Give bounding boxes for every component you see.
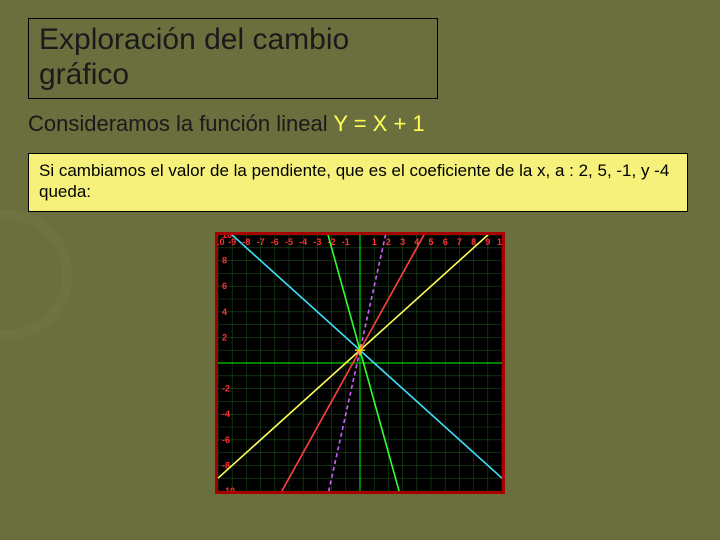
svg-text:5: 5: [428, 237, 433, 247]
svg-text:3: 3: [400, 237, 405, 247]
equation-text: Y = X + 1: [333, 111, 424, 136]
linear-functions-chart: -10-9-8-7-6-5-4-3-2-112345678910-10-8-6-…: [218, 235, 502, 491]
svg-text:2: 2: [386, 237, 391, 247]
svg-text:-1: -1: [342, 237, 350, 247]
svg-text:1: 1: [372, 237, 377, 247]
svg-text:10: 10: [222, 235, 232, 240]
svg-text:-6: -6: [271, 237, 279, 247]
svg-text:2: 2: [222, 332, 227, 342]
svg-text:4: 4: [222, 306, 227, 316]
svg-text:6: 6: [443, 237, 448, 247]
svg-text:-6: -6: [222, 434, 230, 444]
svg-text:-3: -3: [313, 237, 321, 247]
svg-text:9: 9: [485, 237, 490, 247]
svg-text:-5: -5: [285, 237, 293, 247]
subtitle-prefix: Consideramos la función lineal: [28, 111, 333, 136]
subtitle-line: Consideramos la función lineal Y = X + 1: [28, 111, 692, 137]
svg-text:-2: -2: [222, 383, 230, 393]
svg-text:-4: -4: [222, 409, 230, 419]
description-box: Si cambiamos el valor de la pendiente, q…: [28, 153, 688, 212]
svg-text:6: 6: [222, 281, 227, 291]
svg-text:-7: -7: [257, 237, 265, 247]
svg-text:8: 8: [222, 255, 227, 265]
slide-title: Exploración del cambio gráfico: [28, 18, 438, 99]
svg-text:-10: -10: [222, 486, 235, 491]
svg-text:10: 10: [497, 237, 502, 247]
svg-text:-4: -4: [299, 237, 307, 247]
slide-root: Exploración del cambio gráfico Considera…: [0, 0, 720, 540]
svg-text:7: 7: [457, 237, 462, 247]
chart-container: -10-9-8-7-6-5-4-3-2-112345678910-10-8-6-…: [215, 232, 505, 494]
decorative-circle: [0, 210, 72, 340]
